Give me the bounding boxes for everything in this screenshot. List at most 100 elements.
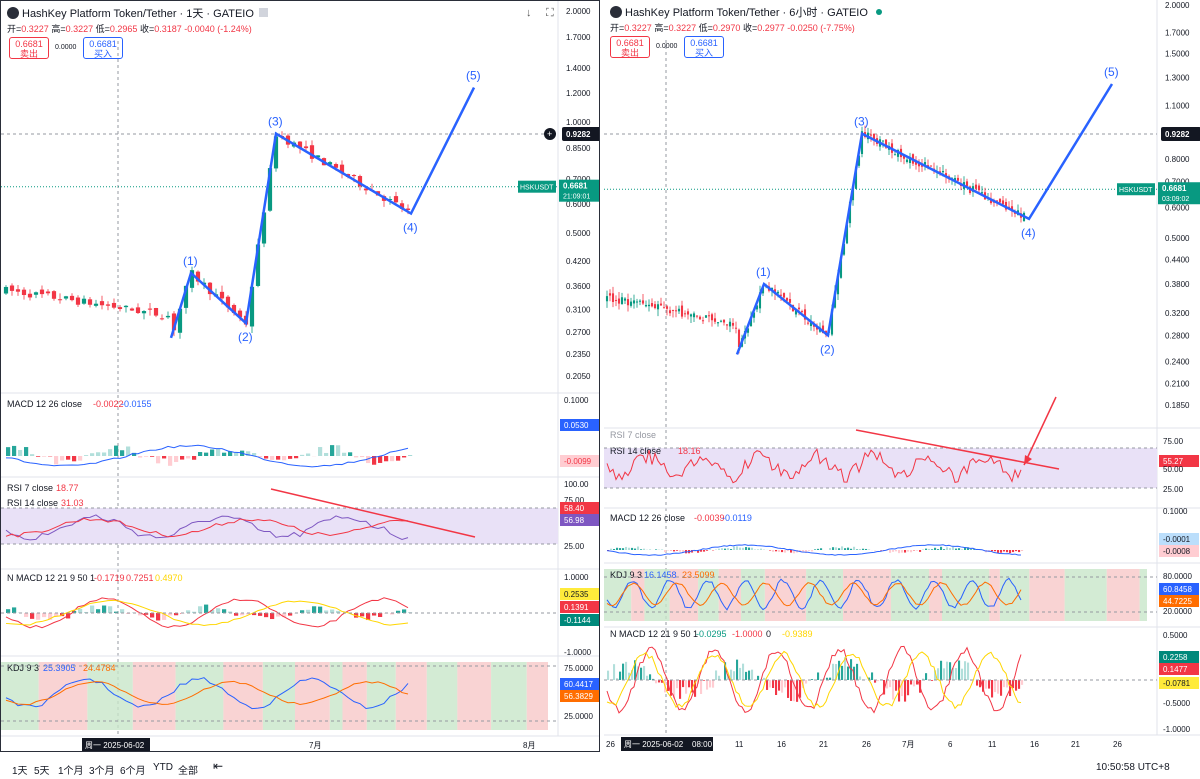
histogram-bar: [330, 609, 335, 613]
chart-panel-left[interactable]: HashKey Platform Token/Tether · 1天 · GAT…: [0, 0, 600, 752]
histogram-bar: [390, 456, 395, 462]
chart-title[interactable]: HashKey Platform Token/Tether · 6小时 · GA…: [610, 4, 882, 20]
indicator-axis-label: 0.1000: [1163, 507, 1188, 516]
histogram-bar: [610, 548, 613, 550]
histogram-bar: [222, 452, 227, 456]
indicator-label: KDJ 9 3: [610, 570, 642, 580]
histogram-bar: [192, 456, 197, 460]
range-1d-button[interactable]: 1天: [12, 766, 28, 777]
indicator-label: MACD 12 26 close: [610, 513, 685, 523]
histogram-bar: [658, 680, 661, 683]
candle-body: [608, 293, 612, 296]
range-all-button[interactable]: 全部: [178, 766, 198, 777]
indicator-axis-label: 0.2258: [1163, 653, 1188, 662]
candle-body: [641, 300, 645, 304]
candle-body: [800, 311, 804, 313]
range-3m-button[interactable]: 3个月: [89, 766, 115, 777]
status-dot-icon: [875, 9, 882, 15]
histogram-bar: [276, 456, 281, 460]
histogram-bar: [817, 548, 820, 550]
histogram-bar: [949, 548, 952, 550]
indicator-label: -0.0039: [694, 513, 725, 523]
indicator-axis-label: 0.1477: [1163, 665, 1188, 674]
histogram-bar: [108, 606, 113, 613]
indicator-label: 0.4970: [155, 573, 183, 583]
histogram-bar: [841, 546, 844, 550]
square-icon[interactable]: [258, 8, 268, 17]
chart-canvas-left[interactable]: 2.00001.70001.40001.20001.00000.85000.70…: [1, 1, 600, 752]
candle-body: [713, 318, 717, 322]
histogram-bar: [697, 550, 700, 553]
candle-body: [884, 139, 888, 148]
symbol-logo-icon: [7, 7, 19, 19]
kdj-zone: [698, 569, 719, 621]
time-badge: [82, 738, 150, 751]
histogram-bar: [709, 549, 712, 550]
crosshair-price-label: 0.9282: [1165, 130, 1190, 139]
kdj-zone: [718, 569, 741, 621]
histogram-bar: [661, 549, 664, 550]
indicator-axis-label: 60.4417: [564, 680, 593, 689]
range-1m-button[interactable]: 1个月: [58, 766, 84, 777]
histogram-bar: [210, 610, 215, 613]
histogram-bar: [258, 613, 263, 616]
fullscreen-icon[interactable]: ⛶: [546, 7, 554, 19]
indicator-line: [5, 677, 409, 710]
candle-body: [821, 325, 825, 334]
histogram-bar: [78, 608, 83, 613]
histogram-bar: [108, 449, 113, 456]
histogram-bar: [36, 613, 41, 620]
indicator-axis-label: -0.0001: [1163, 535, 1191, 544]
histogram-bar: [396, 610, 401, 613]
histogram-bar: [180, 456, 185, 460]
histogram-bar: [994, 680, 997, 693]
candle-body: [857, 155, 861, 166]
current-price-badge: [1158, 182, 1200, 205]
candle-body: [830, 309, 834, 335]
histogram-bar: [904, 680, 907, 702]
candle-body: [845, 224, 849, 244]
indicator-line: [5, 680, 409, 706]
histogram-bar: [706, 680, 709, 690]
price-tick-label: 2.0000: [566, 7, 591, 16]
date-range-icon[interactable]: ⇤: [213, 759, 224, 773]
histogram-bar: [997, 680, 1000, 694]
buy-button[interactable]: 0.6681 买入: [83, 37, 123, 59]
candle-body: [761, 287, 765, 294]
histogram-bar: [961, 668, 964, 680]
candle-body: [617, 298, 621, 304]
chart-panel-right[interactable]: HashKey Platform Token/Tether · 6小时 · GA…: [604, 0, 1200, 752]
range-5d-button[interactable]: 5天: [34, 766, 50, 777]
indicator-label: 23.5099: [682, 570, 715, 580]
sell-button[interactable]: 0.6681 卖出: [610, 36, 650, 58]
histogram-bar: [931, 680, 934, 681]
ticker-label: HSKUSDT: [1119, 187, 1153, 194]
histogram-bar: [54, 456, 59, 465]
kdj-zone: [175, 662, 224, 730]
candle-body: [129, 308, 135, 311]
chart-title[interactable]: HashKey Platform Token/Tether · 1天 · GAT…: [7, 5, 268, 21]
range-6m-button[interactable]: 6个月: [120, 766, 146, 777]
kdj-zone: [806, 569, 844, 621]
histogram-bar: [847, 666, 850, 680]
histogram-bar: [838, 548, 841, 550]
sell-button[interactable]: 0.6681 卖出: [9, 37, 49, 59]
buy-button[interactable]: 0.6681 买入: [684, 36, 724, 58]
histogram-bar: [937, 549, 940, 550]
chart-canvas-right[interactable]: 2.0000 1.7000 1.5000 1.3000 1.1000 0.8000 0.70…: [604, 0, 1200, 752]
indicator-label: N MACD 12 21 9 50 1: [610, 629, 698, 639]
histogram-bar: [856, 663, 859, 680]
candle-body: [231, 304, 237, 314]
histogram-bar: [613, 664, 616, 680]
histogram-bar: [270, 456, 275, 460]
histogram-bar: [637, 666, 640, 680]
histogram-bar: [781, 680, 784, 693]
range-ytd-button[interactable]: YTD: [153, 762, 173, 773]
indicator-axis-label: -0.5000: [1163, 699, 1191, 708]
wave-label: (5): [466, 69, 481, 83]
histogram-bar: [889, 550, 892, 553]
time-tick-label: 周一 2025-06-02: [85, 741, 145, 750]
download-icon[interactable]: ↓: [526, 7, 532, 19]
histogram-bar: [30, 613, 35, 619]
histogram-bar: [784, 680, 787, 688]
